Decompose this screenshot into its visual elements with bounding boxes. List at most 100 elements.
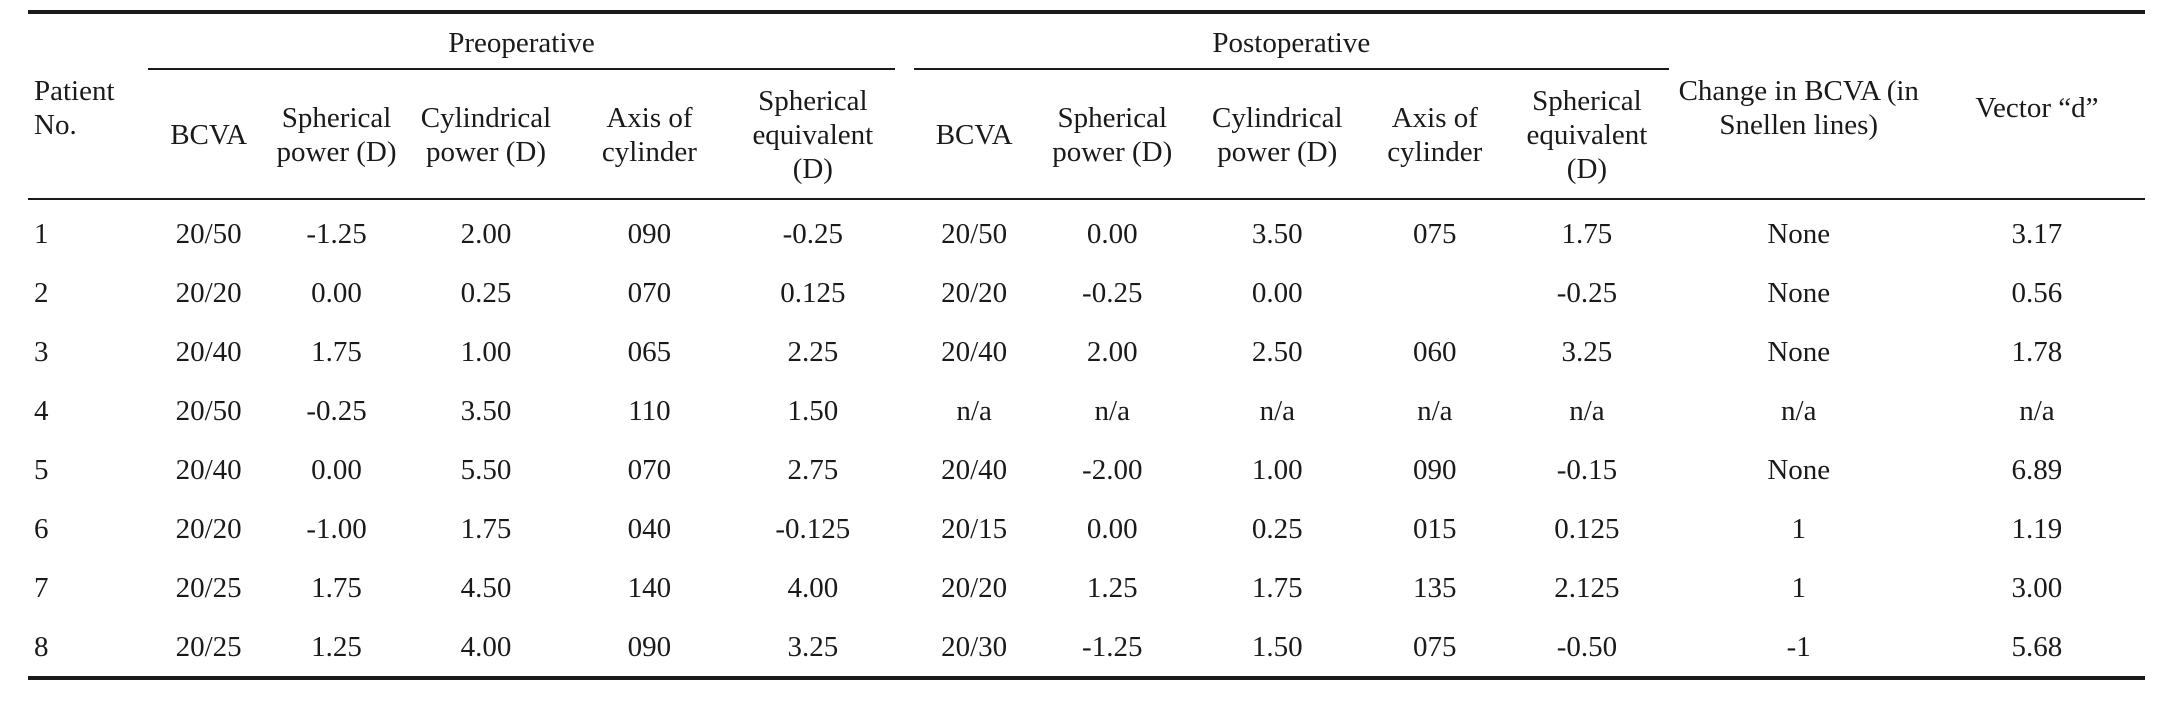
- cell-post-bcva: 20/40: [941, 453, 1008, 486]
- cell-pre-cylindrical-power: 1.00: [460, 335, 512, 368]
- cell-patient-no: 2: [34, 276, 49, 309]
- cell-post-bcva: 20/40: [941, 335, 1008, 368]
- cell-vector-d: 3.00: [2011, 571, 2063, 604]
- cell-post-cylindrical-power: 0.25: [1251, 512, 1303, 545]
- cell-post-cylindrical-power: 1.50: [1251, 630, 1303, 663]
- header-post-spherical-power: Spherical power (D): [1052, 102, 1173, 168]
- cell-vector-d: 6.89: [2011, 453, 2063, 486]
- cell-pre-cylindrical-power: 1.75: [460, 512, 512, 545]
- cell-patient-no: 1: [34, 217, 49, 250]
- cell-vector-d: 1.19: [2011, 512, 2063, 545]
- table-row: 3 20/40 1.75 1.00 065 2.25 20/40 2.00 2.50 060 3.2…: [28, 322, 2145, 381]
- cell-pre-bcva: 20/25: [175, 630, 242, 663]
- header-post-spherical-equivalent: Spherical equivalent (D): [1526, 85, 1648, 185]
- cell-post-spherical-power: 1.25: [1086, 571, 1138, 604]
- cell-pre-bcva: 20/50: [175, 394, 242, 427]
- cell-patient-no: 8: [34, 630, 49, 663]
- cell-change-in-bcva: None: [1767, 453, 1831, 486]
- cell-pre-cylindrical-power: 3.50: [460, 394, 512, 427]
- cell-pre-bcva: 20/40: [175, 453, 242, 486]
- cell-pre-axis: 110: [628, 394, 671, 427]
- cell-post-axis: 075: [1413, 217, 1457, 250]
- cell-pre-bcva: 20/50: [175, 217, 242, 250]
- table-row: 4 20/50 -0.25 3.50 110 1.50 n/a n/a n/a n/a n/a n/a…: [28, 381, 2145, 440]
- cell-post-spherical-power: 2.00: [1086, 335, 1138, 368]
- cell-post-cylindrical-power: 2.50: [1251, 335, 1303, 368]
- cell-change-in-bcva: 1: [1791, 512, 1806, 545]
- cell-pre-bcva: 20/25: [175, 571, 242, 604]
- cell-post-axis: 075: [1413, 630, 1457, 663]
- cell-patient-no: 5: [34, 453, 49, 486]
- header-patient-no: Patient No.: [28, 12, 149, 200]
- cell-change-in-bcva: None: [1767, 335, 1831, 368]
- header-pre-bcva: BCVA: [170, 119, 248, 151]
- table-row: 1 20/50 -1.25 2.00 090 -0.25 20/50 0.00 3.50 075 1…: [28, 199, 2145, 263]
- row-gap: [895, 263, 914, 322]
- cell-pre-spherical-equivalent: 1.50: [787, 394, 839, 427]
- cell-patient-no: 7: [34, 571, 49, 604]
- cell-pre-spherical-power: -1.00: [306, 512, 367, 545]
- cell-patient-no: 6: [34, 512, 49, 545]
- cell-post-bcva: 20/30: [941, 630, 1008, 663]
- cell-pre-spherical-power: 1.75: [311, 571, 362, 604]
- cell-post-cylindrical-power: 3.50: [1251, 217, 1303, 250]
- row-gap: [895, 558, 914, 617]
- header-change-in-bcva: Change in BCVA (in Snellen lines): [1668, 12, 1929, 200]
- header-pre-cylindrical-power: Cylindrical power (D): [420, 102, 552, 168]
- header-pre-spherical-power: Spherical power (D): [276, 102, 397, 168]
- cell-post-bcva: 20/20: [941, 276, 1008, 309]
- header-vector-d: Vector “d”: [1928, 12, 2145, 200]
- cell-pre-bcva: 20/20: [175, 276, 242, 309]
- data-table-container: Patient No. Preoperative Postoperative C…: [28, 10, 2145, 680]
- cell-pre-spherical-power: 0.00: [311, 276, 362, 309]
- cell-pre-axis: 090: [627, 217, 672, 250]
- cell-pre-spherical-equivalent: -0.25: [782, 217, 844, 250]
- cell-vector-d: n/a: [2019, 394, 2055, 427]
- cell-pre-axis: 140: [627, 571, 672, 604]
- cell-change-in-bcva: 1: [1791, 571, 1806, 604]
- cell-post-bcva: 20/20: [941, 571, 1008, 604]
- cell-post-spherical-equivalent: 0.125: [1554, 512, 1620, 545]
- cell-vector-d: 1.78: [2011, 335, 2063, 368]
- cell-pre-axis: 090: [627, 630, 672, 663]
- cell-post-cylindrical-power: n/a: [1259, 394, 1295, 427]
- cell-pre-axis: 040: [627, 512, 672, 545]
- cell-pre-spherical-power: -0.25: [306, 394, 367, 427]
- row-gap: [895, 322, 914, 381]
- cell-post-axis: 015: [1413, 512, 1457, 545]
- cell-post-spherical-equivalent: -0.50: [1556, 630, 1618, 663]
- cell-post-spherical-power: -1.25: [1082, 630, 1143, 663]
- row-gap: [895, 440, 914, 499]
- cell-pre-spherical-equivalent: 2.75: [787, 453, 839, 486]
- cell-pre-axis: 065: [627, 335, 672, 368]
- cell-pre-cylindrical-power: 4.00: [460, 630, 512, 663]
- cell-pre-spherical-equivalent: 4.00: [787, 571, 839, 604]
- cell-pre-spherical-power: 1.75: [311, 335, 362, 368]
- header-group-row: Patient No. Preoperative Postoperative C…: [28, 12, 2145, 200]
- cell-post-spherical-equivalent: n/a: [1569, 394, 1605, 427]
- row-gap: [895, 381, 914, 440]
- cell-post-axis: [1364, 263, 1505, 322]
- cell-post-bcva: n/a: [956, 394, 992, 427]
- table-body: 1 20/50 -1.25 2.00 090 -0.25 20/50 0.00 3.50 075 1…: [28, 199, 2145, 678]
- cell-post-axis: 090: [1413, 453, 1457, 486]
- cell-post-cylindrical-power: 1.75: [1251, 571, 1303, 604]
- cell-pre-bcva: 20/40: [175, 335, 242, 368]
- cell-post-spherical-power: 0.00: [1086, 217, 1138, 250]
- cell-post-spherical-equivalent: -0.15: [1556, 453, 1618, 486]
- cell-post-spherical-equivalent: 1.75: [1561, 217, 1613, 250]
- cell-post-bcva: 20/15: [941, 512, 1008, 545]
- cell-vector-d: 3.17: [2011, 217, 2063, 250]
- cell-post-axis: n/a: [1417, 394, 1453, 427]
- cell-vector-d: 0.56: [2011, 276, 2063, 309]
- cell-pre-bcva: 20/20: [175, 512, 242, 545]
- header-gap: [895, 12, 914, 69]
- cell-post-spherical-equivalent: 2.125: [1554, 571, 1620, 604]
- cell-pre-spherical-equivalent: 2.25: [787, 335, 839, 368]
- row-gap: [895, 499, 914, 558]
- cell-pre-spherical-equivalent: 0.125: [780, 276, 846, 309]
- cell-pre-cylindrical-power: 0.25: [460, 276, 512, 309]
- header-post-bcva: BCVA: [935, 119, 1013, 151]
- cell-pre-axis: 070: [627, 453, 672, 486]
- header-pre-axis: Axis of cylinder: [601, 102, 697, 168]
